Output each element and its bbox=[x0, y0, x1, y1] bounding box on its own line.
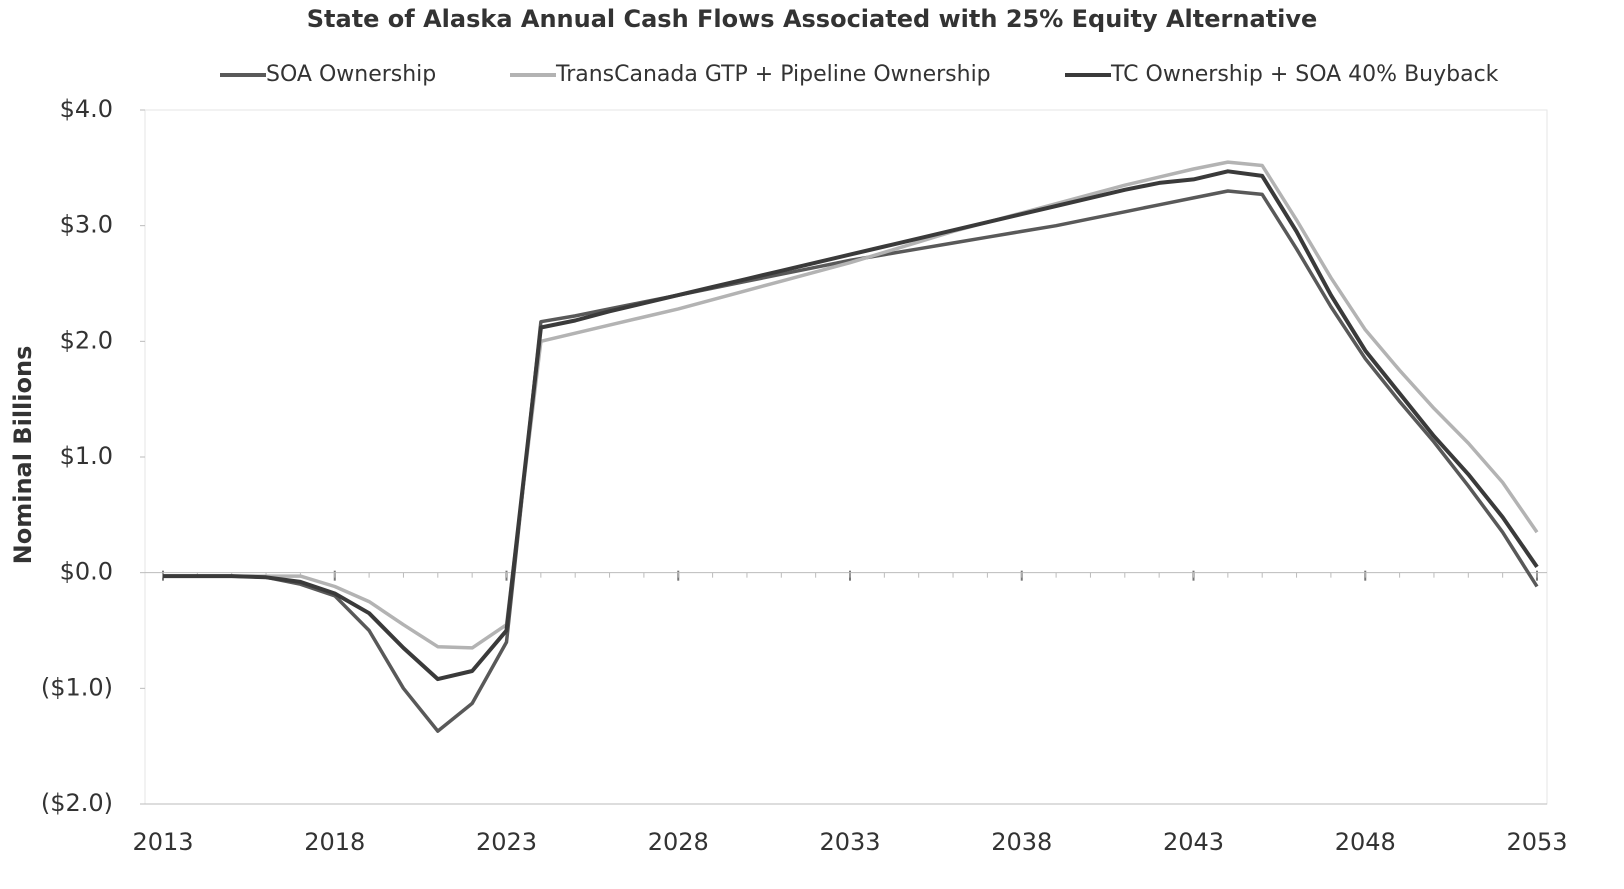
plot-frame bbox=[144, 109, 1548, 805]
x-tick-label: 2038 bbox=[991, 828, 1052, 856]
x-tick-label: 2048 bbox=[1335, 828, 1396, 856]
x-tick-label: 2018 bbox=[304, 828, 365, 856]
y-tick-label: ($1.0) bbox=[41, 673, 113, 701]
x-tick-label: 2043 bbox=[1163, 828, 1224, 856]
series-line bbox=[163, 160, 1539, 650]
chart-title: State of Alaska Annual Cash Flows Associ… bbox=[307, 5, 1318, 33]
series-line bbox=[163, 189, 1539, 733]
y-tick-label: ($2.0) bbox=[41, 789, 113, 817]
x-tick-label: 2053 bbox=[1506, 828, 1567, 856]
x-tick-label: 2013 bbox=[132, 828, 193, 856]
x-tick-label: 2028 bbox=[648, 828, 709, 856]
legend-label: TransCanada GTP + Pipeline Ownership bbox=[555, 62, 991, 87]
y-tick-label: $0.0 bbox=[60, 558, 113, 586]
legend-label: SOA Ownership bbox=[266, 62, 436, 87]
x-tick-label: 2033 bbox=[819, 828, 880, 856]
y-tick-label: $4.0 bbox=[60, 95, 113, 123]
y-axis-title: Nominal Billions bbox=[9, 346, 37, 565]
y-tick-label: $2.0 bbox=[60, 326, 113, 354]
y-tick-label: $1.0 bbox=[60, 442, 113, 470]
legend-label: TC Ownership + SOA 40% Buyback bbox=[1110, 62, 1499, 87]
y-tick-label: $3.0 bbox=[60, 211, 113, 239]
series-line bbox=[163, 169, 1539, 682]
x-tick-label: 2023 bbox=[476, 828, 537, 856]
